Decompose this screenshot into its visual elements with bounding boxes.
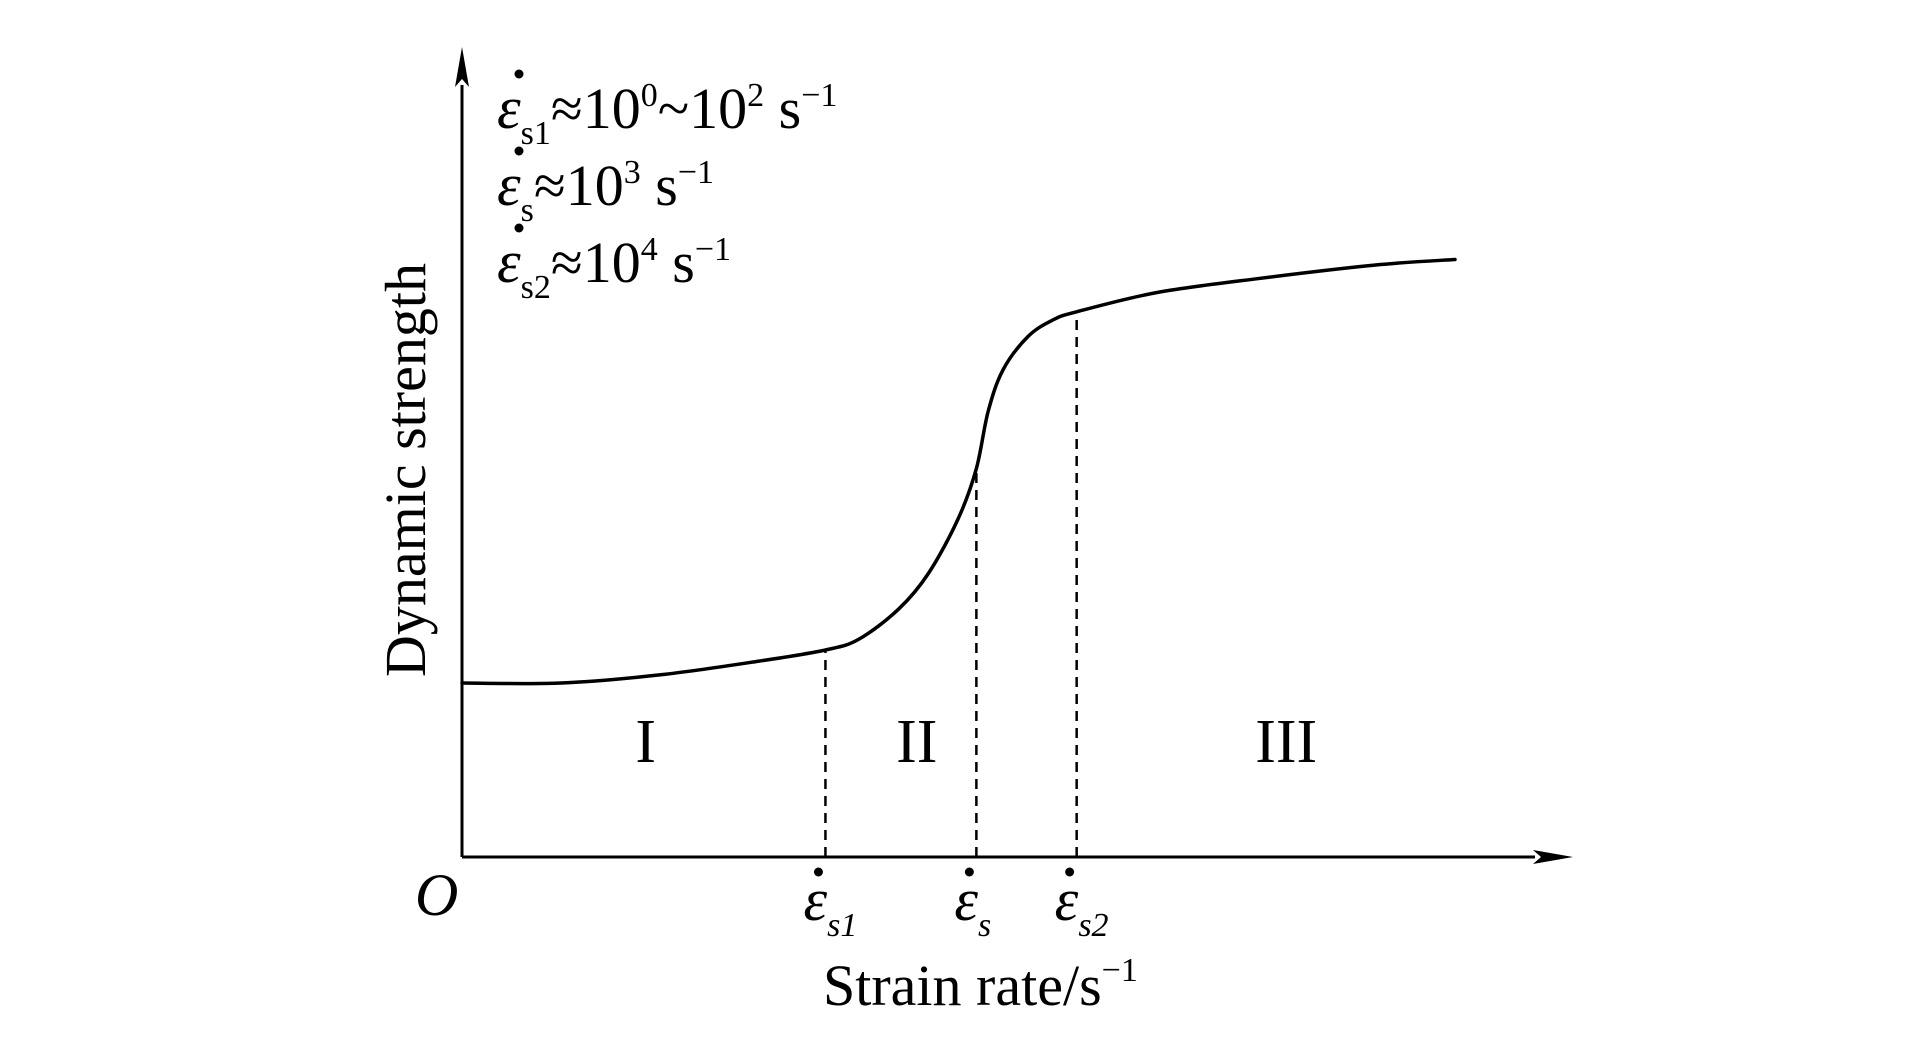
approx-sign: ≈ — [551, 76, 583, 141]
x-axis-label-unit-exponent: −1 — [1102, 952, 1138, 989]
base-value: 10 — [566, 153, 624, 218]
x-axis-label: Strain rate/s−1 — [823, 952, 1138, 1018]
dynamic-strength-curve — [460, 257, 1457, 686]
epsilon-dot — [514, 223, 524, 233]
epsilon-symbol: ε — [497, 152, 521, 218]
critical-label-s1: εs1 — [803, 867, 857, 944]
epsilon-dot — [813, 867, 823, 877]
region-labels: I II III — [635, 708, 1317, 776]
epsilon-subscript: s1 — [827, 907, 857, 944]
unit-exponent: −1 — [678, 154, 714, 191]
y-axis-label: Dynamic strength — [373, 263, 438, 677]
epsilon-subscript: s — [978, 907, 991, 944]
epsilon-dot — [514, 69, 524, 79]
unit: s — [764, 76, 801, 141]
epsilon-subscript: s2 — [521, 269, 551, 306]
region-label-II: II — [896, 708, 937, 776]
annotation-text-s: εs≈103 s−1 — [497, 152, 714, 229]
critical-label-text-s2: εs2 — [1055, 867, 1109, 944]
x-axis-label-text: Strain rate/s — [823, 953, 1102, 1018]
svg-text:Dynamic strength: Dynamic strength — [373, 263, 438, 677]
critical-label-s: εs — [954, 867, 991, 944]
critical-point-markers — [824, 311, 1078, 857]
annotation-line-s: εs≈103 s−1 — [497, 146, 714, 229]
epsilon-subscript: s2 — [1078, 907, 1108, 944]
origin-label: O — [415, 862, 458, 928]
epsilon-dot — [514, 146, 524, 156]
range-exponent: 2 — [747, 77, 764, 114]
epsilon-dot — [964, 867, 974, 877]
exponent: 0 — [641, 77, 658, 114]
epsilon-subscript: s1 — [521, 115, 551, 152]
unit: s — [658, 230, 695, 295]
region-label-I: I — [635, 708, 656, 776]
epsilon-subscript: s — [521, 192, 534, 229]
epsilon-symbol: ε — [497, 75, 521, 141]
annotation-line-s1: εs1≈100~102 s−1 — [497, 69, 837, 152]
approx-sign: ≈ — [551, 230, 583, 295]
exponent: 3 — [624, 154, 641, 191]
unit-exponent: −1 — [695, 231, 731, 268]
exponent: 4 — [641, 231, 658, 268]
region-label-III: III — [1255, 708, 1317, 776]
critical-label-text-s: εs — [954, 867, 991, 944]
annotation-text-s2: εs2≈104 s−1 — [497, 229, 731, 306]
epsilon-dot — [1065, 867, 1075, 877]
unit: s — [641, 153, 678, 218]
epsilon-symbol: ε — [954, 867, 978, 933]
epsilon-symbol: ε — [803, 867, 827, 933]
epsilon-symbol: ε — [497, 229, 521, 295]
critical-label-s2: εs2 — [1055, 867, 1109, 944]
critical-label-text-s1: εs1 — [803, 867, 857, 944]
annotation-text-s1: εs1≈100~102 s−1 — [497, 75, 837, 152]
annotation-line-s2: εs2≈104 s−1 — [497, 223, 731, 306]
epsilon-symbol: ε — [1055, 867, 1079, 933]
unit-exponent: −1 — [801, 77, 837, 114]
critical-point-labels: εs1 εs εs2 — [803, 867, 1108, 944]
base-value: 10 — [583, 230, 641, 295]
approx-sign: ≈ — [534, 153, 566, 218]
base-value: 10 — [583, 76, 641, 141]
range-value: ~10 — [658, 76, 747, 141]
